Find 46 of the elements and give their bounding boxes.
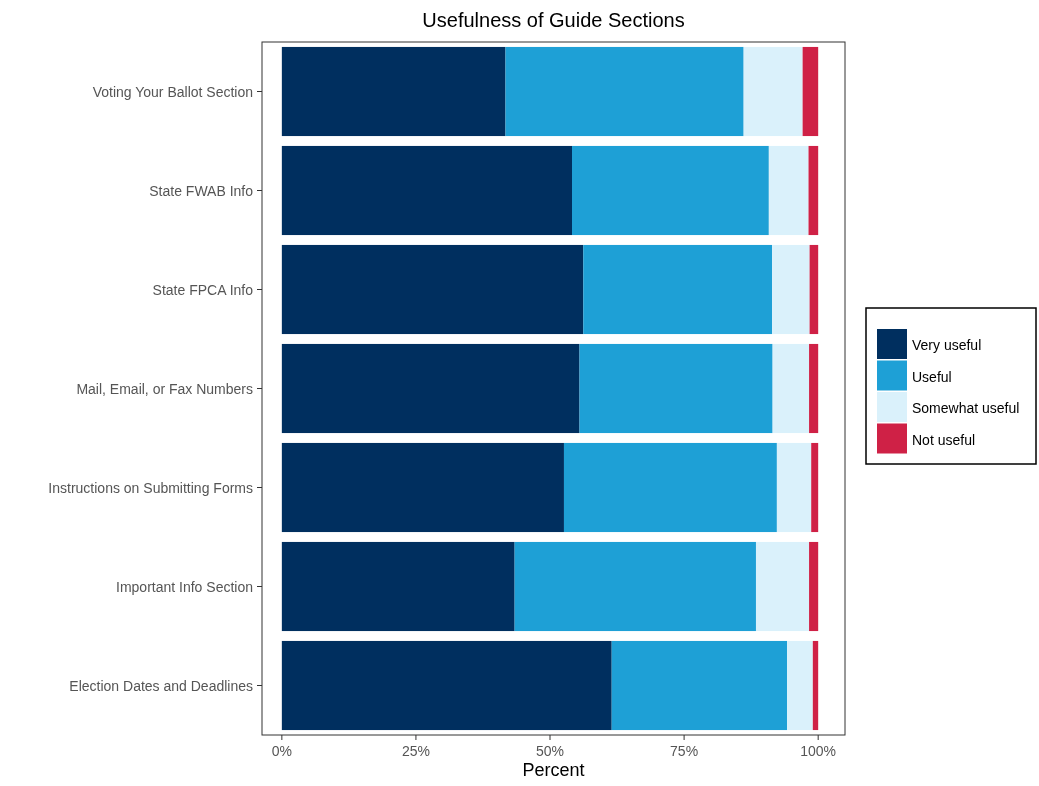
bar: [809, 244, 819, 335]
bar: [579, 343, 773, 434]
bar: [563, 442, 777, 533]
bar: [281, 343, 580, 434]
bar: [802, 46, 819, 137]
chart-title: Usefulness of Guide Sections: [422, 9, 685, 31]
bar: [787, 640, 813, 731]
y-tick-label: Voting Your Ballot Section: [92, 83, 253, 100]
bar: [583, 244, 773, 335]
x-tick-label: 50%: [536, 743, 565, 759]
bar: [281, 244, 584, 335]
bar: [572, 145, 769, 236]
bar: [281, 46, 506, 137]
bar: [281, 145, 572, 236]
legend-label: Not useful: [912, 431, 976, 448]
bar: [811, 442, 819, 533]
legend-label: Somewhat useful: [912, 400, 1020, 416]
bar: [809, 343, 819, 434]
bar: [812, 640, 819, 731]
y-tick-label: Election Dates and Deadlines: [69, 677, 253, 694]
bar: [281, 541, 515, 632]
bar: [755, 541, 810, 632]
bar: [768, 145, 809, 236]
bar: [772, 244, 810, 335]
bar: [809, 541, 819, 632]
legend-label: Very useful: [912, 337, 982, 353]
bar: [808, 145, 819, 236]
x-axis-title: Percent: [522, 760, 585, 780]
x-tick-label: 100%: [800, 743, 837, 759]
y-tick-label: State FWAB Info: [149, 182, 254, 199]
y-tick-label: Important Info Section: [116, 578, 253, 595]
bar: [281, 442, 564, 533]
bar: [743, 46, 803, 137]
x-tick-label: 75%: [670, 743, 699, 759]
x-tick-label: 25%: [401, 743, 430, 759]
y-tick-label: State FPCA Info: [152, 281, 254, 298]
bar: [505, 46, 744, 137]
bar: [281, 640, 612, 731]
legend-label: Useful: [912, 368, 952, 385]
bar: [772, 343, 810, 434]
bar: [611, 640, 788, 731]
bar: [514, 541, 756, 632]
y-tick-label: Mail, Email, or Fax Numbers: [76, 380, 253, 397]
bar: [776, 442, 812, 533]
x-tick-label: 0%: [271, 743, 292, 759]
y-tick-label: Instructions on Submitting Forms: [48, 479, 253, 496]
